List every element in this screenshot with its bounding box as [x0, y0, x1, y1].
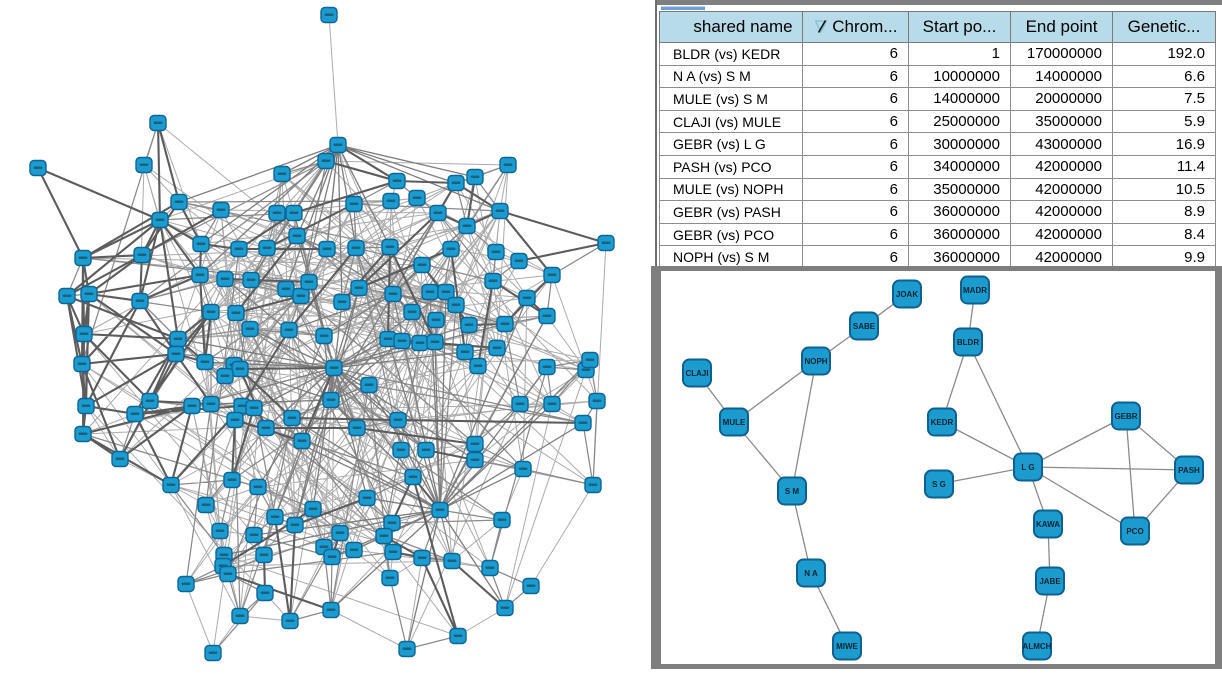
svg-text:GEBR: GEBR — [1114, 412, 1137, 421]
svg-text:SABE: SABE — [853, 322, 876, 331]
svg-text:KEDR: KEDR — [931, 418, 954, 427]
svg-text:BLDR: BLDR — [957, 338, 979, 347]
svg-text:MIWE: MIWE — [836, 642, 858, 651]
svg-text:S G: S G — [932, 480, 946, 489]
svg-text:NOPH: NOPH — [804, 357, 827, 366]
svg-text:S M: S M — [785, 487, 800, 496]
svg-text:JOAK: JOAK — [896, 290, 918, 299]
svg-text:PASH: PASH — [1178, 466, 1200, 475]
svg-text:KAWA: KAWA — [1036, 520, 1060, 529]
svg-text:MULE: MULE — [723, 418, 746, 427]
svg-text:MADR: MADR — [963, 286, 987, 295]
svg-text:N A: N A — [804, 569, 818, 578]
svg-text:JABE: JABE — [1039, 577, 1061, 586]
svg-text:CLAJI: CLAJI — [685, 369, 708, 378]
svg-text:ALMCH: ALMCH — [1023, 642, 1052, 651]
svg-text:PCO: PCO — [1126, 527, 1143, 536]
svg-text:L G: L G — [1021, 463, 1034, 472]
